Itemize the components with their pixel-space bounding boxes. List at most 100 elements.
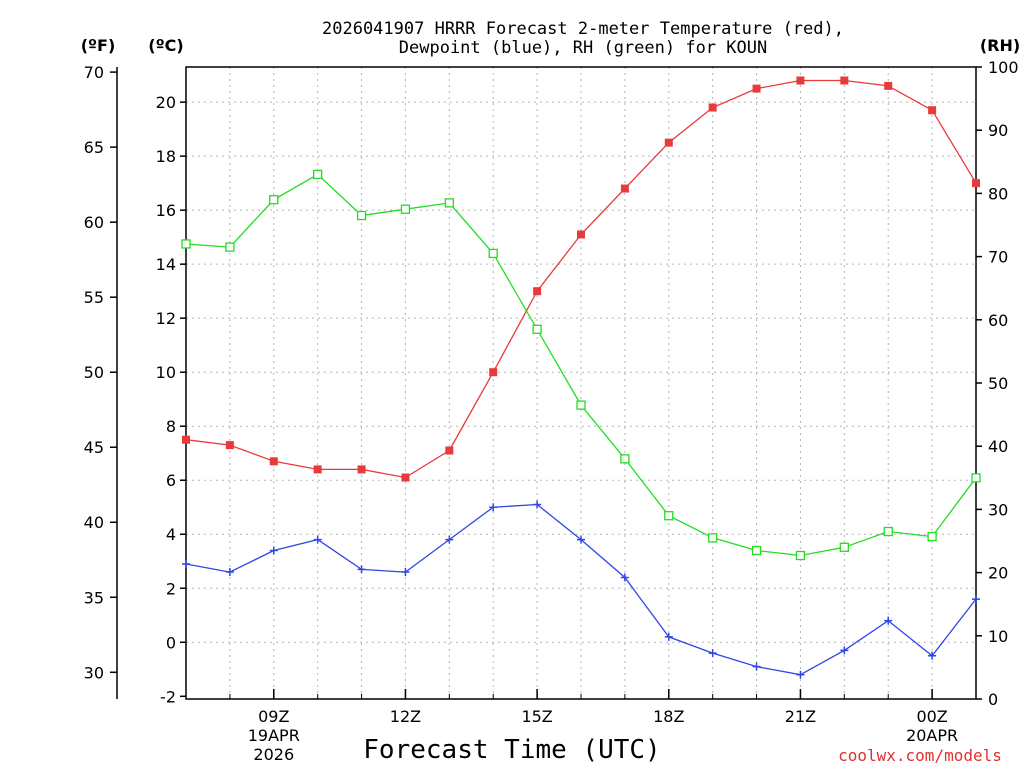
dewpoint-point xyxy=(182,559,190,568)
rh-point xyxy=(181,239,191,249)
fahrenheit-tick-label: 55 xyxy=(84,288,104,307)
rh-point xyxy=(839,542,849,552)
rh-unit-label: (RH) xyxy=(980,36,1020,55)
rh-tick-label: 100 xyxy=(988,58,1019,77)
gridlines xyxy=(186,67,976,699)
temperature-point xyxy=(225,441,234,450)
rh-point xyxy=(708,533,718,543)
x-tick-label: 19APR xyxy=(248,726,300,745)
fahrenheit-tick-label: 65 xyxy=(84,138,104,157)
temperature-point xyxy=(972,179,980,188)
fahrenheit-tick-label: 45 xyxy=(84,438,104,457)
axis-ticks: -2 0 2 4 6 8 10 12 14 16 18 20 30 35 40 45 50 55 60 65 70 0 10… xyxy=(84,58,1019,764)
dewpoint-point xyxy=(884,616,893,625)
dewpoint-point xyxy=(489,503,498,512)
fahrenheit-tick-label: 50 xyxy=(84,363,104,382)
x-tick-label: 09Z xyxy=(258,707,289,726)
fahrenheit-tick-label: 70 xyxy=(84,63,104,82)
temperature-point xyxy=(620,184,629,193)
celsius-tick-label: 6 xyxy=(166,471,176,490)
rh-tick-label: 60 xyxy=(988,311,1008,330)
rh-point xyxy=(927,531,937,542)
temperature-point xyxy=(664,138,673,147)
temperature-point xyxy=(357,465,366,474)
rh-point xyxy=(532,324,542,334)
rh-point xyxy=(620,454,630,464)
rh-point xyxy=(664,511,674,521)
x-tick-label: 20APR xyxy=(906,726,958,745)
dewpoint-point xyxy=(445,535,454,544)
fahrenheit-tick-label: 35 xyxy=(84,588,104,607)
fahrenheit-unit-label: (ºF) xyxy=(81,36,116,55)
rh-point xyxy=(883,526,893,537)
celsius-tick-label: 8 xyxy=(166,417,176,436)
celsius-tick-label: 12 xyxy=(156,309,176,328)
dewpoint-point xyxy=(928,651,937,660)
temperature-point xyxy=(884,81,893,90)
rh-tick-label: 0 xyxy=(988,690,998,709)
rh-tick-label: 30 xyxy=(988,500,1008,519)
celsius-tick-label: -2 xyxy=(160,687,176,706)
rh-point xyxy=(795,550,806,561)
rh-point xyxy=(488,248,498,259)
dewpoint-point xyxy=(840,646,849,655)
rh-tick-label: 90 xyxy=(988,121,1008,140)
x-tick-label: 15Z xyxy=(521,707,552,726)
dewpoint-point xyxy=(225,568,234,577)
rh-tick-label: 70 xyxy=(988,248,1008,267)
fahrenheit-tick-label: 60 xyxy=(84,213,104,232)
chart-title-line-1: 2026041907 HRRR Forecast 2-meter Tempera… xyxy=(322,19,844,39)
dewpoint-point xyxy=(708,649,717,658)
dewpoint-point xyxy=(577,535,585,544)
rh-point xyxy=(400,204,411,214)
temperature-point xyxy=(489,368,498,377)
temperature-point xyxy=(708,103,717,112)
chart-title-line-2: Dewpoint (blue), RH (green) for KOUN xyxy=(399,38,767,58)
celsius-tick-label: 2 xyxy=(166,579,176,598)
plot-frame xyxy=(185,66,977,700)
dewpoint-point xyxy=(796,670,805,679)
celsius-tick-label: 14 xyxy=(156,255,176,274)
rh-point xyxy=(971,473,981,483)
temperature-point xyxy=(840,76,849,85)
dewpoint-point xyxy=(269,546,278,555)
x-tick-label: 18Z xyxy=(653,707,684,726)
rh-tick-label: 80 xyxy=(988,184,1008,203)
celsius-tick-label: 16 xyxy=(156,201,176,220)
temperature-point xyxy=(445,446,454,455)
rh-point xyxy=(444,198,454,208)
temperature-point xyxy=(182,435,190,444)
rh-point xyxy=(356,210,367,221)
dewpoint-point xyxy=(357,565,366,574)
x-tick-label: 21Z xyxy=(785,707,816,726)
rh-tick-label: 40 xyxy=(988,437,1008,456)
celsius-tick-label: 18 xyxy=(156,147,176,166)
temperature-point xyxy=(928,106,937,115)
dewpoint-point xyxy=(313,535,322,544)
temperature-point xyxy=(313,465,322,474)
dewpoint-point xyxy=(401,568,410,577)
fahrenheit-tick-label: 30 xyxy=(84,663,104,682)
rh-point xyxy=(576,400,586,410)
dewpoint-point xyxy=(620,573,629,582)
temperature-point xyxy=(752,84,761,93)
credit-text: coolwx.com/models xyxy=(838,746,1002,765)
temperature-point xyxy=(796,76,805,85)
x-tick-label: 2026 xyxy=(253,745,294,764)
rh-tick-label: 50 xyxy=(988,374,1008,393)
dewpoint-point xyxy=(752,662,761,671)
rh-point xyxy=(751,545,762,556)
dewpoint-point xyxy=(664,632,673,641)
dewpoint-point xyxy=(972,595,980,604)
celsius-tick-label: 0 xyxy=(166,633,176,652)
celsius-tick-label: 20 xyxy=(156,93,176,112)
temperature-point xyxy=(269,457,278,466)
celsius-tick-label: 4 xyxy=(166,525,176,544)
rh-point xyxy=(225,242,235,252)
x-tick-label: 12Z xyxy=(390,707,421,726)
rh-point xyxy=(269,195,279,205)
temperature-point xyxy=(533,287,542,296)
temperature-point xyxy=(577,230,585,239)
rh-point xyxy=(313,169,323,180)
